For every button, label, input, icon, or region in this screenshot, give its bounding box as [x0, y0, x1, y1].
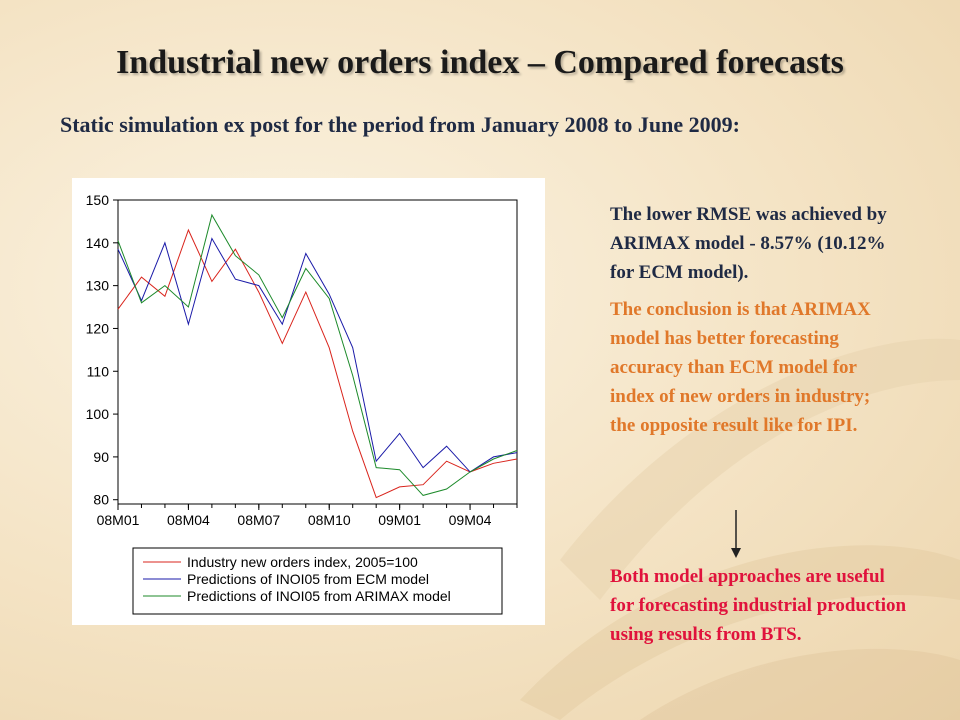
y-tick-label: 130 [86, 278, 110, 294]
chart-panel: 80 90 100 110 120 130 140 150 08M01 08M04 08M07 08M… [72, 178, 545, 625]
x-tick-label: 09M04 [449, 512, 492, 528]
x-tick-label: 08M01 [97, 512, 140, 528]
legend-label: Predictions of INOI05 from ARIMAX model [187, 588, 451, 604]
x-tick-label: 08M10 [308, 512, 351, 528]
y-tick-label: 100 [86, 406, 110, 422]
series-line-2 [117, 237, 518, 473]
y-tick-label: 90 [93, 449, 109, 465]
series-line-3 [117, 213, 518, 496]
conclusion-note: The conclusion is that ARIMAX model has … [610, 299, 871, 436]
y-tick-label: 140 [86, 235, 110, 251]
line-chart: 80 90 100 110 120 130 140 150 08M01 08M04 08M07 08M… [86, 192, 518, 615]
legend-box [132, 547, 503, 615]
x-tick-label: 08M04 [167, 512, 210, 528]
x-tick-label: 09M01 [378, 512, 421, 528]
page-title: Industrial new orders index – Compared f… [116, 44, 844, 81]
legend-label: Predictions of INOI05 from ECM model [187, 571, 429, 587]
x-tick-label: 08M07 [237, 512, 280, 528]
down-arrow-icon [731, 510, 741, 558]
plot-frame [117, 199, 518, 505]
legend-label: Industry new orders index, 2005=100 [187, 554, 418, 570]
page-subtitle: Static simulation ex post for the period… [60, 112, 740, 137]
notes-panel: The lower RMSE was achieved by ARIMAX mo… [610, 200, 900, 448]
usefulness-note: Both model approaches are useful for for… [610, 566, 907, 645]
series-line-1 [117, 228, 518, 499]
y-tick-label: 120 [86, 320, 110, 336]
y-tick-label: 80 [93, 492, 109, 508]
y-tick-label: 110 [87, 363, 110, 379]
rmse-note: The lower RMSE was achieved by ARIMAX mo… [610, 204, 887, 283]
y-tick-label: 150 [86, 192, 110, 208]
